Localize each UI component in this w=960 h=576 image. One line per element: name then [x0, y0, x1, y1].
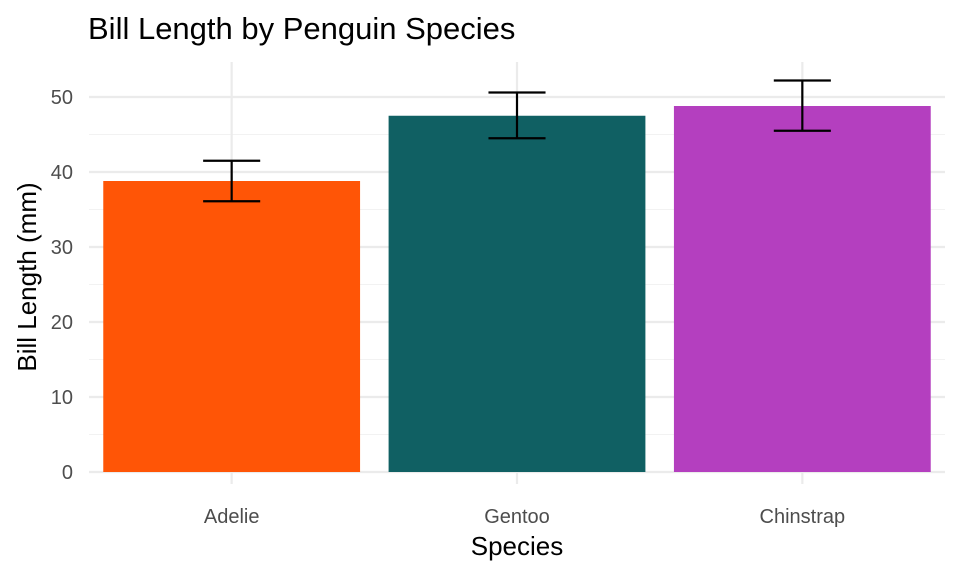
y-tick-label: 10 [51, 387, 73, 409]
chart-title: Bill Length by Penguin Species [88, 11, 515, 46]
y-tick-label: 40 [51, 162, 73, 184]
bar-layer [103, 106, 931, 472]
y-tick-label: 30 [51, 237, 73, 259]
x-tick-label-chinstrap: Chinstrap [760, 506, 846, 528]
y-axis-title: Bill Length (mm) [12, 182, 42, 371]
bar-gentoo [388, 115, 646, 472]
tick-label-layer: 0 10 20 30 40 50 Adelie Gentoo Chinstrap [51, 87, 845, 528]
y-tick-label: 20 [51, 312, 73, 334]
x-tick-label-adelie: Adelie [204, 506, 260, 528]
error-bar-layer [203, 79, 831, 203]
error-bar-adelie [203, 159, 261, 203]
bar-adelie [103, 181, 361, 472]
bar-chinstrap [673, 106, 931, 472]
error-bar-chinstrap [773, 79, 831, 132]
y-tick-label: 0 [62, 462, 73, 484]
error-bar-gentoo [488, 91, 546, 140]
x-axis-title: Species [471, 531, 564, 561]
y-tick-label: 50 [51, 87, 73, 109]
x-tick-label-gentoo: Gentoo [484, 506, 550, 528]
